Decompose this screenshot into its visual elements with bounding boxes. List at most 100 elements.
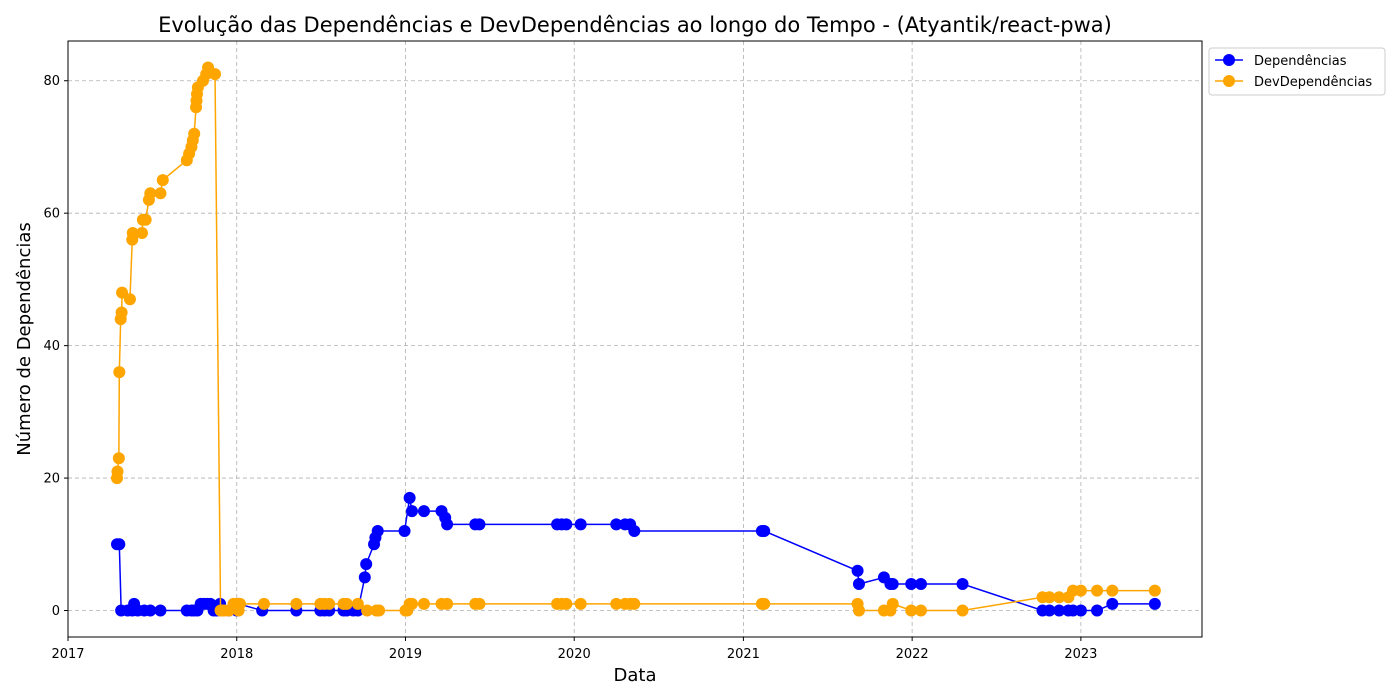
data-point-devdependencias: [473, 597, 486, 610]
data-point-dependencias: [852, 578, 865, 591]
legend-marker-dependencias: [1223, 54, 1235, 66]
legend-box: [1208, 47, 1386, 96]
data-point-devdependencias: [1091, 584, 1104, 597]
data-point-devdependencias: [351, 597, 364, 610]
data-point-devdependencias: [135, 227, 148, 240]
data-point-dependencias: [628, 525, 641, 538]
data-point-devdependencias: [417, 597, 430, 610]
data-point-dependencias: [144, 604, 157, 617]
data-point-devdependencias: [758, 597, 771, 610]
series-layer: [111, 61, 1161, 617]
data-point-devdependencias: [144, 187, 157, 200]
data-point-devdependencias: [574, 597, 587, 610]
data-point-devdependencias: [115, 306, 128, 319]
legend-label-devdependencias: DevDependências: [1254, 75, 1372, 90]
data-point-dependencias: [360, 558, 373, 571]
data-point-dependencias: [371, 525, 384, 538]
data-point-devdependencias: [209, 68, 222, 81]
data-point-devdependencias: [123, 293, 136, 306]
data-point-devdependencias: [852, 604, 865, 617]
y-tick-label: 40: [43, 339, 60, 354]
data-point-devdependencias: [441, 597, 454, 610]
data-point-devdependencias: [188, 127, 201, 140]
data-point-devdependencias: [154, 187, 167, 200]
plot-frame: [67, 40, 1203, 638]
chart-title: Evolução das Dependências e DevDependênc…: [158, 13, 1112, 37]
y-axis-label: Número de Dependências: [14, 222, 35, 456]
x-tick-label: 2022: [896, 647, 929, 662]
axis-ticks: 2017 2018 2019 2020 2021 2022 2023 0 20 40 60 80: [43, 74, 1097, 662]
data-point-devdependencias: [628, 597, 641, 610]
series-line-dependencias: [117, 497, 1155, 612]
data-point-dependencias: [1043, 604, 1056, 617]
data-point-devdependencias: [905, 604, 918, 617]
data-point-devdependencias: [560, 597, 573, 610]
data-point-devdependencias: [113, 366, 126, 379]
data-point-dependencias: [417, 505, 430, 518]
data-point-dependencias: [1053, 604, 1066, 617]
data-point-devdependencias: [1043, 591, 1056, 604]
data-point-devdependencias: [1074, 584, 1087, 597]
data-point-dependencias: [610, 518, 623, 531]
y-tick-label: 60: [43, 207, 60, 222]
y-tick-label: 20: [43, 472, 60, 487]
legend-marker-devdependencias: [1223, 75, 1235, 87]
data-point-devdependencias: [290, 597, 303, 610]
data-point-devdependencias: [361, 604, 374, 617]
data-point-dependencias: [1074, 604, 1087, 617]
data-point-dependencias: [473, 518, 486, 531]
data-point-devdependencias: [956, 604, 969, 617]
data-point-dependencias: [398, 525, 411, 538]
data-point-dependencias: [851, 564, 864, 577]
data-point-dependencias: [956, 578, 969, 591]
x-axis-label: Data: [614, 665, 657, 686]
data-point-dependencias: [403, 491, 416, 504]
data-point-devdependencias: [914, 604, 927, 617]
data-point-devdependencias: [111, 465, 124, 478]
data-point-devdependencias: [1053, 591, 1066, 604]
data-point-devdependencias: [139, 213, 152, 226]
series-dependencias: [111, 491, 1161, 617]
legend-label-dependencias: Dependências: [1254, 54, 1347, 69]
data-point-devdependencias: [126, 227, 139, 240]
data-point-devdependencias: [116, 286, 129, 299]
x-tick-label: 2020: [558, 647, 591, 662]
data-point-dependencias: [113, 538, 126, 551]
y-tick-label: 80: [43, 74, 60, 89]
data-point-devdependencias: [323, 597, 336, 610]
data-point-devdependencias: [340, 597, 353, 610]
data-point-devdependencias: [610, 597, 623, 610]
data-point-dependencias: [1148, 597, 1161, 610]
data-point-dependencias: [405, 505, 418, 518]
x-tick-label: 2018: [220, 647, 253, 662]
data-point-dependencias: [886, 578, 899, 591]
data-point-dependencias: [154, 604, 167, 617]
data-point-devdependencias: [886, 597, 899, 610]
data-point-devdependencias: [1148, 584, 1161, 597]
data-point-dependencias: [1091, 604, 1104, 617]
x-tick-label: 2017: [51, 647, 84, 662]
data-point-devdependencias: [1106, 584, 1119, 597]
series-devdependencias: [111, 61, 1161, 617]
data-point-dependencias: [905, 578, 918, 591]
grid: [67, 41, 1202, 637]
x-tick-label: 2023: [1064, 647, 1097, 662]
data-point-dependencias: [758, 525, 771, 538]
y-tick-label: 0: [52, 604, 60, 619]
data-point-devdependencias: [405, 597, 418, 610]
data-point-dependencias: [358, 571, 371, 584]
data-point-dependencias: [914, 578, 927, 591]
x-tick-label: 2019: [389, 647, 422, 662]
data-point-devdependencias: [112, 452, 125, 465]
data-point-dependencias: [574, 518, 587, 531]
data-point-dependencias: [1106, 597, 1119, 610]
data-point-devdependencias: [258, 597, 271, 610]
data-point-devdependencias: [373, 604, 386, 617]
data-point-devdependencias: [156, 174, 169, 187]
data-point-dependencias: [560, 518, 573, 531]
legend: Dependências DevDependências: [1208, 47, 1386, 96]
x-tick-label: 2021: [727, 647, 760, 662]
data-point-dependencias: [441, 518, 454, 531]
